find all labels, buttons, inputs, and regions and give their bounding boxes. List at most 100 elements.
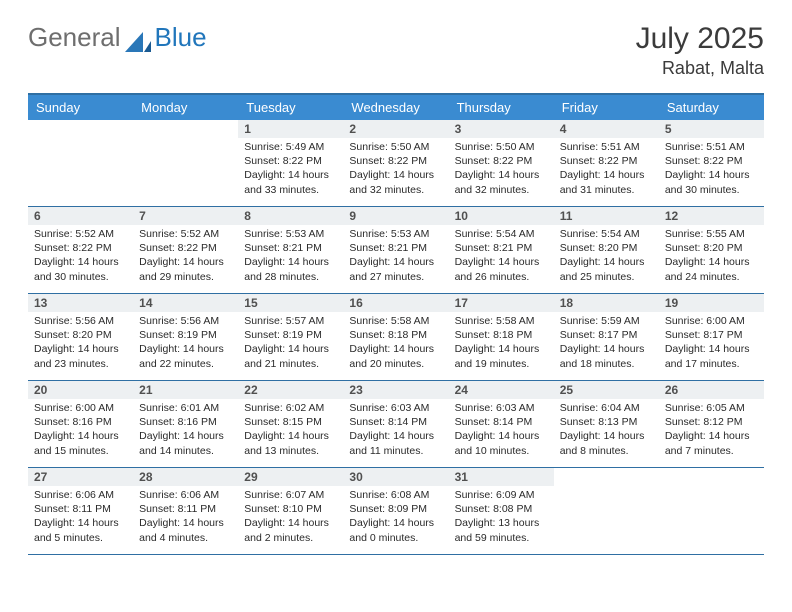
day-number: 26 [659,381,764,399]
logo-text-blue: Blue [155,22,207,53]
week-row: 27Sunrise: 6:06 AMSunset: 8:11 PMDayligh… [28,468,764,555]
day-cell: 23Sunrise: 6:03 AMSunset: 8:14 PMDayligh… [343,381,448,467]
week-row: 13Sunrise: 5:56 AMSunset: 8:20 PMDayligh… [28,294,764,381]
day-cell: 18Sunrise: 5:59 AMSunset: 8:17 PMDayligh… [554,294,659,380]
day-number: 3 [449,120,554,138]
day-number: 21 [133,381,238,399]
day-number: 24 [449,381,554,399]
week-row: 1Sunrise: 5:49 AMSunset: 8:22 PMDaylight… [28,120,764,207]
day-number: 30 [343,468,448,486]
day-details: Sunrise: 6:05 AMSunset: 8:12 PMDaylight:… [659,399,764,458]
day-details: Sunrise: 5:55 AMSunset: 8:20 PMDaylight:… [659,225,764,284]
day-details: Sunrise: 6:00 AMSunset: 8:17 PMDaylight:… [659,312,764,371]
day-number: 20 [28,381,133,399]
day-cell: 24Sunrise: 6:03 AMSunset: 8:14 PMDayligh… [449,381,554,467]
location: Rabat, Malta [636,58,764,79]
day-number: 18 [554,294,659,312]
day-number: 17 [449,294,554,312]
day-number: 8 [238,207,343,225]
day-cell: 31Sunrise: 6:09 AMSunset: 8:08 PMDayligh… [449,468,554,554]
day-details: Sunrise: 6:00 AMSunset: 8:16 PMDaylight:… [28,399,133,458]
day-cell: 12Sunrise: 5:55 AMSunset: 8:20 PMDayligh… [659,207,764,293]
day-details: Sunrise: 6:06 AMSunset: 8:11 PMDaylight:… [28,486,133,545]
day-number: 23 [343,381,448,399]
dow-monday: Monday [133,95,238,120]
day-cell: 20Sunrise: 6:00 AMSunset: 8:16 PMDayligh… [28,381,133,467]
day-cell: 10Sunrise: 5:54 AMSunset: 8:21 PMDayligh… [449,207,554,293]
day-details: Sunrise: 5:54 AMSunset: 8:20 PMDaylight:… [554,225,659,284]
day-number: 14 [133,294,238,312]
day-cell: 27Sunrise: 6:06 AMSunset: 8:11 PMDayligh… [28,468,133,554]
day-number: 4 [554,120,659,138]
day-details: Sunrise: 5:51 AMSunset: 8:22 PMDaylight:… [554,138,659,197]
day-number: 25 [554,381,659,399]
day-cell: 28Sunrise: 6:06 AMSunset: 8:11 PMDayligh… [133,468,238,554]
day-details: Sunrise: 6:06 AMSunset: 8:11 PMDaylight:… [133,486,238,545]
logo: General Blue [28,22,207,53]
day-cell: 30Sunrise: 6:08 AMSunset: 8:09 PMDayligh… [343,468,448,554]
day-details: Sunrise: 5:53 AMSunset: 8:21 PMDaylight:… [238,225,343,284]
empty-cell [554,468,659,554]
calendar: SundayMondayTuesdayWednesdayThursdayFrid… [28,93,764,555]
weeks: 1Sunrise: 5:49 AMSunset: 8:22 PMDaylight… [28,120,764,555]
day-details [659,472,764,474]
dow-saturday: Saturday [659,95,764,120]
day-details: Sunrise: 6:03 AMSunset: 8:14 PMDaylight:… [449,399,554,458]
day-details [133,124,238,126]
day-details: Sunrise: 5:56 AMSunset: 8:19 PMDaylight:… [133,312,238,371]
dow-thursday: Thursday [449,95,554,120]
day-details: Sunrise: 6:08 AMSunset: 8:09 PMDaylight:… [343,486,448,545]
day-details: Sunrise: 5:53 AMSunset: 8:21 PMDaylight:… [343,225,448,284]
dow-row: SundayMondayTuesdayWednesdayThursdayFrid… [28,95,764,120]
day-cell: 3Sunrise: 5:50 AMSunset: 8:22 PMDaylight… [449,120,554,206]
day-number: 19 [659,294,764,312]
day-cell: 9Sunrise: 5:53 AMSunset: 8:21 PMDaylight… [343,207,448,293]
day-details: Sunrise: 5:52 AMSunset: 8:22 PMDaylight:… [133,225,238,284]
empty-cell [133,120,238,206]
day-details: Sunrise: 6:09 AMSunset: 8:08 PMDaylight:… [449,486,554,545]
logo-text-general: General [28,22,121,53]
day-cell: 17Sunrise: 5:58 AMSunset: 8:18 PMDayligh… [449,294,554,380]
empty-cell [659,468,764,554]
dow-sunday: Sunday [28,95,133,120]
day-number: 28 [133,468,238,486]
day-details: Sunrise: 6:02 AMSunset: 8:15 PMDaylight:… [238,399,343,458]
day-number: 2 [343,120,448,138]
day-cell: 7Sunrise: 5:52 AMSunset: 8:22 PMDaylight… [133,207,238,293]
empty-cell [28,120,133,206]
day-number: 22 [238,381,343,399]
day-details: Sunrise: 5:58 AMSunset: 8:18 PMDaylight:… [449,312,554,371]
header: General Blue July 2025 Rabat, Malta [28,22,764,79]
title-block: July 2025 Rabat, Malta [636,22,764,79]
page-title: July 2025 [636,22,764,56]
day-details: Sunrise: 6:04 AMSunset: 8:13 PMDaylight:… [554,399,659,458]
day-number: 31 [449,468,554,486]
day-number: 10 [449,207,554,225]
day-details: Sunrise: 5:51 AMSunset: 8:22 PMDaylight:… [659,138,764,197]
day-number: 5 [659,120,764,138]
day-cell: 13Sunrise: 5:56 AMSunset: 8:20 PMDayligh… [28,294,133,380]
week-row: 6Sunrise: 5:52 AMSunset: 8:22 PMDaylight… [28,207,764,294]
day-number: 11 [554,207,659,225]
day-details: Sunrise: 5:57 AMSunset: 8:19 PMDaylight:… [238,312,343,371]
day-details: Sunrise: 6:01 AMSunset: 8:16 PMDaylight:… [133,399,238,458]
day-details: Sunrise: 5:50 AMSunset: 8:22 PMDaylight:… [343,138,448,197]
day-cell: 5Sunrise: 5:51 AMSunset: 8:22 PMDaylight… [659,120,764,206]
day-details: Sunrise: 5:59 AMSunset: 8:17 PMDaylight:… [554,312,659,371]
day-details [554,472,659,474]
day-cell: 1Sunrise: 5:49 AMSunset: 8:22 PMDaylight… [238,120,343,206]
day-details: Sunrise: 5:49 AMSunset: 8:22 PMDaylight:… [238,138,343,197]
dow-tuesday: Tuesday [238,95,343,120]
day-cell: 6Sunrise: 5:52 AMSunset: 8:22 PMDaylight… [28,207,133,293]
day-details: Sunrise: 5:52 AMSunset: 8:22 PMDaylight:… [28,225,133,284]
day-cell: 19Sunrise: 6:00 AMSunset: 8:17 PMDayligh… [659,294,764,380]
dow-friday: Friday [554,95,659,120]
week-row: 20Sunrise: 6:00 AMSunset: 8:16 PMDayligh… [28,381,764,468]
logo-sail-icon [125,28,151,48]
day-cell: 2Sunrise: 5:50 AMSunset: 8:22 PMDaylight… [343,120,448,206]
day-number: 7 [133,207,238,225]
day-cell: 22Sunrise: 6:02 AMSunset: 8:15 PMDayligh… [238,381,343,467]
day-cell: 14Sunrise: 5:56 AMSunset: 8:19 PMDayligh… [133,294,238,380]
day-details: Sunrise: 5:56 AMSunset: 8:20 PMDaylight:… [28,312,133,371]
day-cell: 29Sunrise: 6:07 AMSunset: 8:10 PMDayligh… [238,468,343,554]
